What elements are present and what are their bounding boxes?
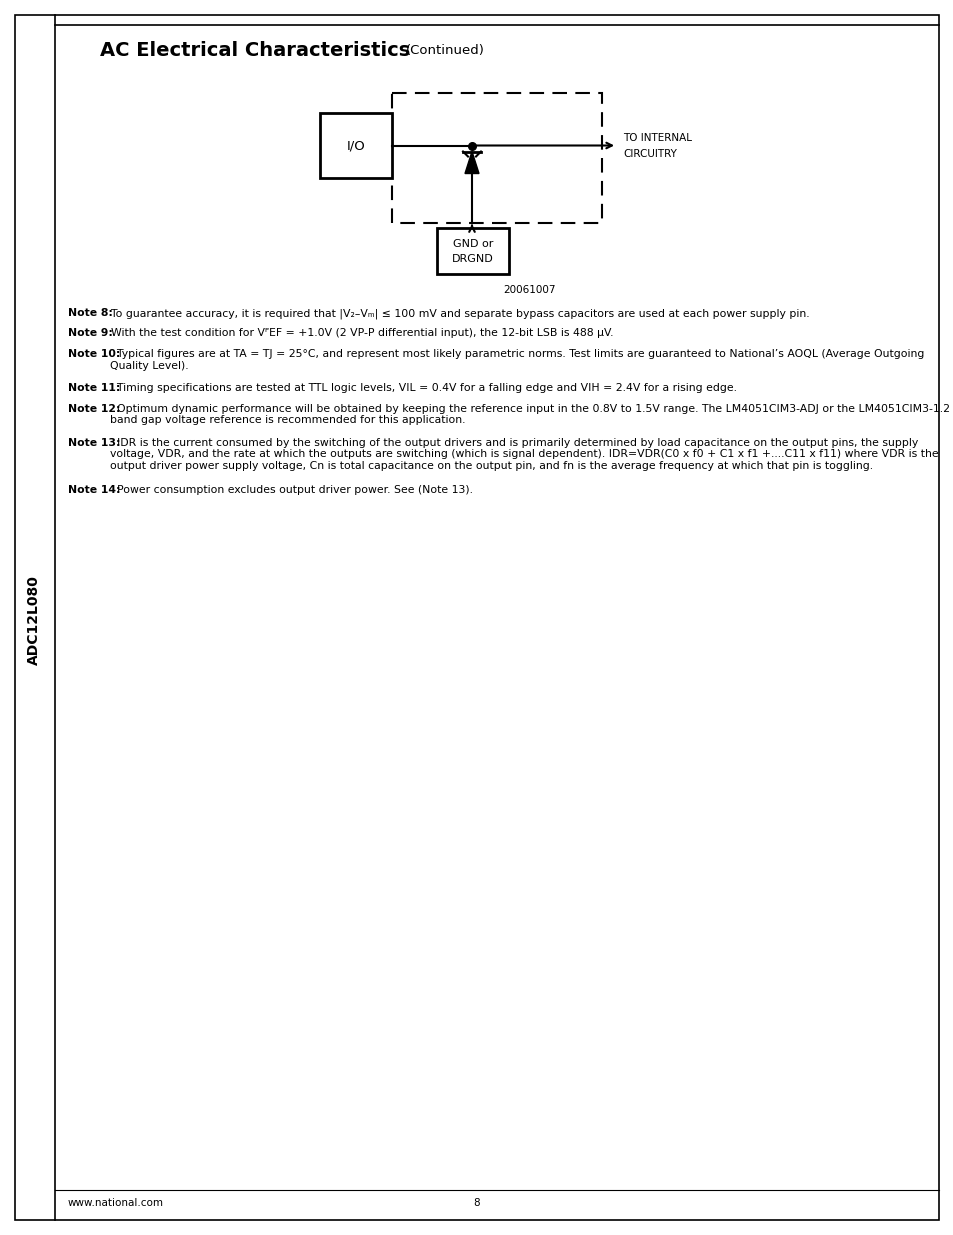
Text: Note 13:: Note 13: <box>68 437 120 447</box>
Text: Typical figures are at TA = TJ = 25°C, and represent most likely parametric norm: Typical figures are at TA = TJ = 25°C, a… <box>110 350 923 370</box>
Text: 8: 8 <box>474 1198 479 1208</box>
Text: Note 9:: Note 9: <box>68 329 112 338</box>
Bar <box>319 112 392 178</box>
Text: AC Electrical Characteristics: AC Electrical Characteristics <box>100 41 410 59</box>
Text: Note 12:: Note 12: <box>68 404 120 414</box>
Text: IDR is the current consumed by the switching of the output drivers and is primar: IDR is the current consumed by the switc… <box>110 437 937 471</box>
Text: www.national.com: www.national.com <box>68 1198 164 1208</box>
Text: Optimum dynamic performance will be obtained by keeping the reference input in t: Optimum dynamic performance will be obta… <box>110 404 948 425</box>
Text: With the test condition for VᴾEF = +1.0V (2 VP-P differential input), the 12-bit: With the test condition for VᴾEF = +1.0V… <box>104 329 614 338</box>
Polygon shape <box>464 152 478 173</box>
Text: DRGND: DRGND <box>452 254 494 264</box>
Bar <box>436 228 509 274</box>
Text: Timing specifications are tested at TTL logic levels, VIL = 0.4V for a falling e: Timing specifications are tested at TTL … <box>110 383 736 393</box>
Text: GND or: GND or <box>453 240 493 249</box>
Text: CIRCUITRY: CIRCUITRY <box>622 148 677 158</box>
Text: 20061007: 20061007 <box>503 285 556 295</box>
Bar <box>392 93 601 224</box>
Text: ADC12L080: ADC12L080 <box>27 576 41 664</box>
Text: Note 14:: Note 14: <box>68 485 120 495</box>
Text: Note 11:: Note 11: <box>68 383 120 393</box>
Text: (Continued): (Continued) <box>406 43 484 57</box>
Text: Note 8:: Note 8: <box>68 308 112 317</box>
Text: Power consumption excludes output driver power. See (Note 13).: Power consumption excludes output driver… <box>110 485 472 495</box>
Text: To guarantee accuracy, it is required that |V₂–Vₘ| ≤ 100 mV and separate bypass : To guarantee accuracy, it is required th… <box>104 308 809 319</box>
Text: Note 10:: Note 10: <box>68 350 120 359</box>
Text: TO INTERNAL: TO INTERNAL <box>622 132 691 142</box>
Text: I/O: I/O <box>346 140 365 152</box>
